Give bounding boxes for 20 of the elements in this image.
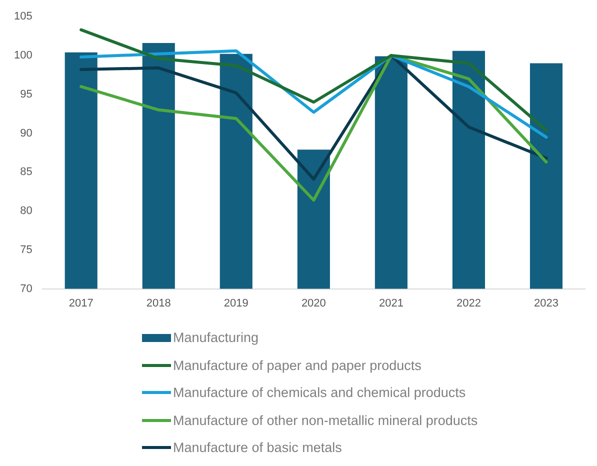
x-tick-label: 2020 — [301, 297, 326, 310]
x-tick-label: 2021 — [378, 297, 404, 310]
y-tick-label: 85 — [20, 166, 32, 178]
legend-label: Manufacturing — [173, 330, 259, 346]
y-tick-label: 105 — [14, 10, 32, 23]
x-tick-label: 2023 — [534, 297, 558, 310]
y-tick-label: 90 — [20, 127, 32, 140]
x-tick-label: 2017 — [68, 297, 94, 310]
legend-label: Manufacture of basic metals — [173, 440, 342, 456]
y-tick-label: 75 — [20, 244, 32, 256]
y-tick-label: 80 — [20, 205, 32, 218]
y-tick-label: 95 — [20, 88, 32, 100]
y-tick-label: 70 — [20, 282, 32, 295]
x-tick-label: 2022 — [456, 297, 481, 310]
legend-label: Manufacture of chemicals and chemical products — [173, 385, 466, 400]
y-tick-label: 100 — [14, 50, 32, 62]
legend-label: Manufacture of other non-metallic mineral products — [173, 412, 478, 428]
x-tick-label: 2018 — [146, 297, 171, 310]
legend-label: Manufacture of paper and paper products — [173, 358, 422, 373]
x-tick-label: 2019 — [224, 297, 248, 310]
